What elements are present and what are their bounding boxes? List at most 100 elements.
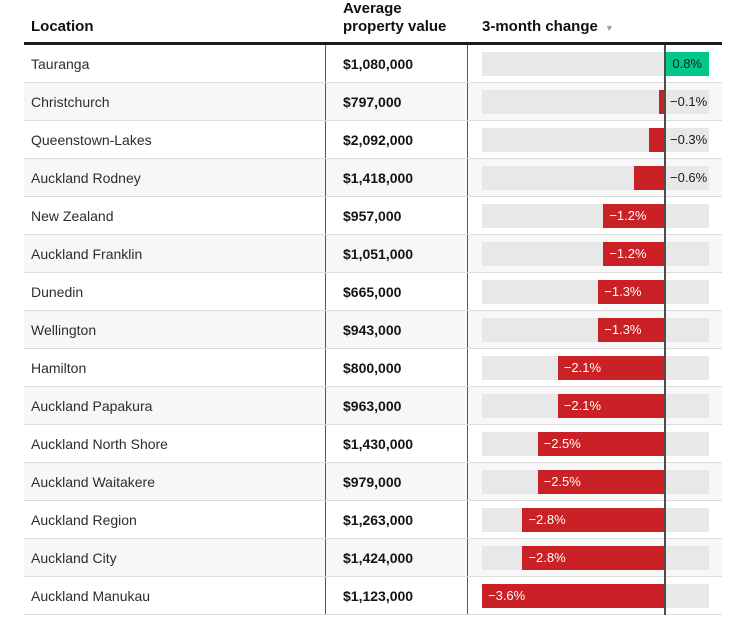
change-bar-cell: −2.8%	[468, 501, 722, 539]
table-row: Auckland Papakura $963,000 −2.1%	[24, 387, 722, 425]
bar-track	[482, 204, 709, 228]
change-bar: −1.2%	[603, 242, 664, 266]
column-header-average-property-value[interactable]: Average property value	[326, 0, 468, 42]
table-row: New Zealand $957,000 −1.2%	[24, 197, 722, 235]
change-label: −2.5%	[543, 474, 581, 489]
change-bar-cell: −1.3%	[468, 311, 722, 349]
table-row: Auckland Manukau $1,123,000 −3.6%	[24, 577, 722, 615]
zero-axis-line	[664, 501, 666, 539]
bar-track	[482, 128, 709, 152]
change-label: −0.1%	[670, 94, 708, 109]
change-bar: −2.8%	[522, 508, 664, 532]
change-label: −0.3%	[670, 132, 708, 147]
value-cell: $979,000	[326, 463, 468, 500]
bar-track	[482, 242, 709, 266]
value-cell: $943,000	[326, 311, 468, 348]
bar-track	[482, 166, 709, 190]
table-body: Tauranga $1,080,000 0.8% Christchurch $7…	[24, 45, 722, 615]
location-cell: Dunedin	[24, 273, 326, 310]
location-cell: Queenstown-Lakes	[24, 121, 326, 158]
change-bar: −3.6%	[482, 584, 664, 608]
change-bar-cell: −2.5%	[468, 463, 722, 501]
zero-axis-line	[664, 235, 666, 273]
change-label: −3.6%	[488, 588, 526, 603]
location-cell: Auckland City	[24, 539, 326, 576]
change-bar: −1.3%	[598, 318, 664, 342]
change-bar-cell: −1.2%	[468, 197, 722, 235]
change-bar-cell: −0.6%	[468, 159, 722, 197]
location-cell: Tauranga	[24, 45, 326, 82]
change-label: 0.8%	[672, 56, 702, 71]
change-label: −1.3%	[604, 284, 642, 299]
location-cell: Auckland Waitakere	[24, 463, 326, 500]
table-row: Hamilton $800,000 −2.1%	[24, 349, 722, 387]
column-header-3-month-change[interactable]: 3-month change ▼	[468, 18, 722, 42]
zero-axis-line	[664, 159, 666, 197]
table-header-row: Location Average property value 3-month …	[24, 0, 722, 45]
value-cell: $957,000	[326, 197, 468, 234]
zero-axis-line	[664, 121, 666, 159]
change-bar-cell: −2.5%	[468, 425, 722, 463]
change-label: −2.5%	[543, 436, 581, 451]
change-label: −2.8%	[528, 512, 566, 527]
change-bar	[633, 166, 664, 190]
zero-axis-line	[664, 539, 666, 577]
change-bar-cell: −2.1%	[468, 387, 722, 425]
value-cell: $1,430,000	[326, 425, 468, 462]
change-label: −1.2%	[609, 246, 647, 261]
table-row: Auckland City $1,424,000 −2.8%	[24, 539, 722, 577]
change-bar-cell: −3.6%	[468, 577, 722, 615]
table-row: Auckland Waitakere $979,000 −2.5%	[24, 463, 722, 501]
column-header-value-label: Average property value	[343, 0, 447, 35]
table-row: Tauranga $1,080,000 0.8%	[24, 45, 722, 83]
change-label: −2.8%	[528, 550, 566, 565]
value-cell: $1,080,000	[326, 45, 468, 82]
column-header-location-label: Location	[31, 18, 94, 35]
zero-axis-line	[664, 273, 666, 311]
change-bar-cell: −2.1%	[468, 349, 722, 387]
bar-track	[482, 318, 709, 342]
location-cell: Auckland Region	[24, 501, 326, 538]
value-cell: $1,263,000	[326, 501, 468, 538]
change-label: −1.3%	[604, 322, 642, 337]
change-label: −2.1%	[563, 360, 602, 375]
value-cell: $1,424,000	[326, 539, 468, 576]
value-cell: $1,051,000	[326, 235, 468, 272]
zero-axis-line	[664, 83, 666, 121]
location-cell: Auckland Manukau	[24, 577, 326, 614]
column-header-location[interactable]: Location	[24, 18, 326, 42]
location-cell: Christchurch	[24, 83, 326, 120]
change-bar-cell: 0.8%	[468, 45, 722, 83]
value-cell: $800,000	[326, 349, 468, 386]
location-cell: New Zealand	[24, 197, 326, 234]
change-bar: −2.5%	[537, 432, 664, 456]
value-cell: $665,000	[326, 273, 468, 310]
value-cell: $1,123,000	[326, 577, 468, 614]
change-bar: −2.8%	[522, 546, 664, 570]
table-row: Wellington $943,000 −1.3%	[24, 311, 722, 349]
change-bar-cell: −1.3%	[468, 273, 722, 311]
sort-descending-icon[interactable]: ▼	[604, 23, 614, 33]
table-row: Queenstown-Lakes $2,092,000 −0.3%	[24, 121, 722, 159]
change-bar-cell: −1.2%	[468, 235, 722, 273]
zero-axis-line	[664, 463, 666, 501]
table-row: Auckland Region $1,263,000 −2.8%	[24, 501, 722, 539]
column-header-change-label: 3-month change	[482, 18, 598, 35]
change-bar: −1.2%	[603, 204, 664, 228]
zero-axis-line	[664, 311, 666, 349]
change-bar: −1.3%	[598, 280, 664, 304]
change-bar	[648, 128, 664, 152]
zero-axis-line	[664, 197, 666, 235]
bar-track	[482, 280, 709, 304]
bar-track	[482, 90, 709, 114]
location-cell: Auckland Franklin	[24, 235, 326, 272]
change-bar-cell: −0.1%	[468, 83, 722, 121]
zero-axis-line	[664, 577, 666, 615]
table-row: Dunedin $665,000 −1.3%	[24, 273, 722, 311]
table-row: Christchurch $797,000 −0.1%	[24, 83, 722, 121]
table-row: Auckland North Shore $1,430,000 −2.5%	[24, 425, 722, 463]
change-bar-cell: −2.8%	[468, 539, 722, 577]
change-bar: −2.1%	[557, 394, 664, 418]
change-label: −2.1%	[563, 398, 602, 413]
table-row: Auckland Rodney $1,418,000 −0.6%	[24, 159, 722, 197]
